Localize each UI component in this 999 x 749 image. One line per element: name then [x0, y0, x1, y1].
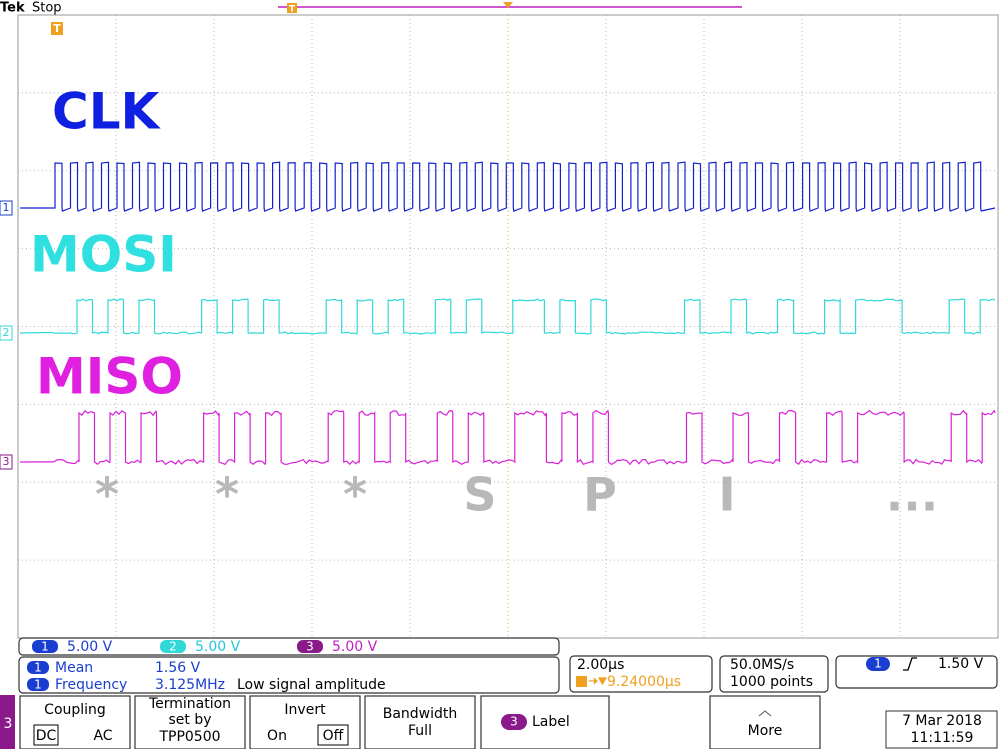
badge-text: 1: [874, 657, 882, 671]
decoded-char: S: [463, 468, 496, 522]
run-status: Stop: [32, 1, 62, 16]
option[interactable]: AC: [93, 728, 112, 744]
button-text: Label: [532, 714, 570, 730]
miso-trace: [20, 411, 995, 465]
channel-scale: 5.00 V: [67, 639, 113, 655]
decoded-char: ...: [886, 468, 938, 522]
channel-label: CLK: [52, 83, 162, 141]
mosi-trace: [20, 299, 995, 334]
decoded-char: *: [343, 468, 367, 522]
channel-scale: 5.00 V: [195, 639, 241, 655]
channel-marker-text: 3: [3, 455, 10, 468]
measurement-name: Mean: [55, 660, 93, 676]
badge-text: 1: [34, 678, 42, 692]
trigger-marker: T: [289, 5, 296, 15]
brand: Tek: [0, 1, 25, 16]
badge-text: 1: [34, 661, 42, 675]
trigger-level: 1.50 V: [938, 656, 984, 672]
trigger-marker: T: [53, 22, 61, 35]
measurement-value: 1.56 V: [155, 660, 201, 676]
badge-text: 2: [169, 640, 177, 654]
graticule: [18, 15, 998, 638]
decoded-char: *: [215, 468, 239, 522]
timebase-position: 9.24000µs: [607, 674, 681, 690]
decoded-char: P: [583, 468, 617, 522]
button-text: Full: [408, 723, 432, 739]
button-title: Coupling: [44, 702, 106, 718]
channel-marker-text: 2: [3, 326, 10, 339]
waveforms: 1 2 3 * * * S P I...: [0, 162, 995, 521]
badge-text: 1: [41, 640, 49, 654]
record-length: 1000 points: [730, 674, 813, 690]
button-text: Bandwidth: [383, 706, 458, 722]
trigger-icon: [576, 676, 587, 687]
channel-scale: 5.00 V: [332, 639, 378, 655]
measurement-note: Low signal amplitude: [237, 677, 386, 693]
badge-text: 3: [510, 715, 518, 729]
button-text: set by: [168, 712, 211, 728]
channel-label: MOSI: [30, 226, 177, 284]
badge-text: 3: [306, 640, 314, 654]
measurement-value: 3.125MHz: [155, 677, 225, 693]
timebase-scale: 2.00µs: [577, 657, 624, 673]
decoded-char: I: [718, 468, 735, 522]
menu-channel: 3: [4, 716, 13, 732]
button-text: TPP0500: [158, 729, 220, 745]
option[interactable]: On: [267, 728, 287, 744]
decoded-char: *: [95, 468, 119, 522]
measurement-name: Frequency: [55, 677, 127, 693]
graticule-frame: [18, 15, 998, 638]
option[interactable]: Off: [323, 728, 344, 744]
time: 11:11:59: [911, 730, 974, 746]
button-title: Invert: [284, 702, 326, 718]
button-text: Termination: [148, 696, 231, 712]
date: 7 Mar 2018: [902, 713, 982, 729]
option[interactable]: DC: [36, 728, 57, 744]
channel-marker-text: 1: [3, 201, 10, 214]
sample-rate: 50.0MS/s: [730, 657, 794, 673]
channel-label: MISO: [36, 348, 183, 406]
button-text: More: [748, 723, 783, 739]
